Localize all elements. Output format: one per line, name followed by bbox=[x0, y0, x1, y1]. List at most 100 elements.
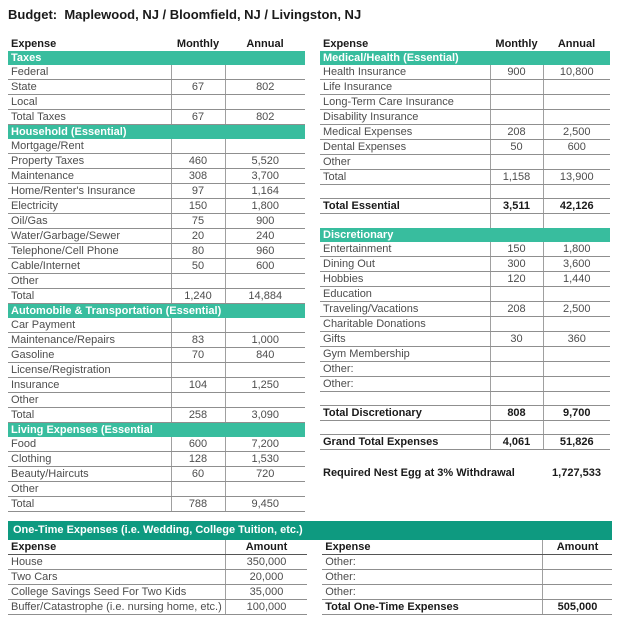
annual-cell[interactable] bbox=[224, 318, 305, 333]
monthly-cell[interactable] bbox=[489, 286, 543, 302]
expense-cell[interactable]: Maintenance bbox=[8, 168, 171, 184]
expense-cell[interactable]: Other: bbox=[322, 569, 543, 585]
expense-cell[interactable]: Other: bbox=[320, 376, 490, 392]
annual-cell[interactable]: 14,884 bbox=[224, 288, 305, 304]
monthly-cell[interactable]: 808 bbox=[489, 405, 543, 421]
monthly-cell[interactable]: 70 bbox=[170, 347, 225, 363]
annual-cell[interactable]: 900 bbox=[224, 213, 305, 229]
monthly-cell[interactable] bbox=[170, 94, 225, 110]
expense-cell[interactable]: Two Cars bbox=[8, 569, 226, 585]
annual-cell[interactable] bbox=[224, 273, 305, 289]
monthly-cell[interactable]: 150 bbox=[489, 241, 543, 257]
monthly-cell[interactable]: 50 bbox=[170, 258, 225, 274]
annual-cell[interactable]: 840 bbox=[224, 347, 305, 363]
annual-cell[interactable]: 802 bbox=[224, 79, 305, 95]
monthly-cell[interactable] bbox=[489, 79, 543, 95]
expense-cell[interactable]: Entertainment bbox=[320, 241, 490, 257]
expense-cell[interactable]: Medical Expenses bbox=[320, 124, 490, 140]
monthly-cell[interactable]: 3,511 bbox=[489, 198, 543, 214]
monthly-cell[interactable]: 788 bbox=[170, 496, 225, 512]
annual-cell[interactable]: 7,200 bbox=[224, 437, 305, 452]
monthly-cell[interactable] bbox=[170, 139, 225, 154]
expense-cell[interactable]: Grand Total Expenses bbox=[320, 434, 490, 450]
expense-cell[interactable]: Disability Insurance bbox=[320, 109, 490, 125]
annual-cell[interactable]: 9,700 bbox=[542, 405, 610, 421]
monthly-cell[interactable]: 83 bbox=[170, 332, 225, 348]
expense-cell[interactable]: Other bbox=[8, 481, 171, 497]
expense-cell[interactable]: License/Registration bbox=[8, 362, 171, 378]
expense-cell[interactable]: Hobbies bbox=[320, 271, 490, 287]
monthly-cell[interactable]: 258 bbox=[170, 407, 225, 423]
annual-cell[interactable]: 1,530 bbox=[224, 451, 305, 467]
expense-cell[interactable]: Water/Garbage/Sewer bbox=[8, 228, 171, 244]
expense-cell[interactable]: House bbox=[8, 554, 226, 570]
monthly-cell[interactable]: 208 bbox=[489, 301, 543, 317]
expense-cell[interactable]: Gifts bbox=[320, 331, 490, 347]
nest-egg-value[interactable]: 1,727,533 bbox=[552, 467, 601, 479]
annual-cell[interactable] bbox=[224, 94, 305, 110]
amount-cell[interactable]: 350,000 bbox=[224, 554, 308, 570]
monthly-cell[interactable]: 67 bbox=[170, 79, 225, 95]
monthly-cell[interactable]: 128 bbox=[170, 451, 225, 467]
expense-cell[interactable]: Maintenance/Repairs bbox=[8, 332, 171, 348]
annual-cell[interactable]: 360 bbox=[542, 331, 610, 347]
expense-cell[interactable]: Gasoline bbox=[8, 347, 171, 363]
monthly-cell[interactable]: 67 bbox=[170, 109, 225, 125]
monthly-cell[interactable]: 900 bbox=[489, 65, 543, 80]
annual-cell[interactable] bbox=[542, 94, 610, 110]
annual-cell[interactable] bbox=[224, 362, 305, 378]
expense-cell[interactable]: Home/Renter's Insurance bbox=[8, 183, 171, 199]
annual-cell[interactable]: 3,090 bbox=[224, 407, 305, 423]
expense-cell[interactable]: Beauty/Haircuts bbox=[8, 466, 171, 482]
amount-cell[interactable] bbox=[541, 569, 613, 585]
expense-cell[interactable]: Other bbox=[8, 392, 171, 408]
monthly-cell[interactable]: 20 bbox=[170, 228, 225, 244]
expense-cell[interactable]: Total One-Time Expenses bbox=[322, 599, 543, 615]
expense-cell[interactable]: Other: bbox=[322, 584, 543, 600]
monthly-cell[interactable] bbox=[170, 65, 225, 80]
annual-cell[interactable] bbox=[542, 286, 610, 302]
annual-cell[interactable]: 3,700 bbox=[224, 168, 305, 184]
annual-cell[interactable]: 13,900 bbox=[542, 169, 610, 185]
monthly-cell[interactable]: 104 bbox=[170, 377, 225, 393]
expense-cell[interactable]: Gym Membership bbox=[320, 346, 490, 362]
expense-cell[interactable]: Dental Expenses bbox=[320, 139, 490, 155]
annual-cell[interactable]: 2,500 bbox=[542, 301, 610, 317]
expense-cell[interactable]: Telephone/Cell Phone bbox=[8, 243, 171, 259]
expense-cell[interactable]: Other: bbox=[322, 554, 543, 570]
monthly-cell[interactable]: 300 bbox=[489, 256, 543, 272]
annual-cell[interactable]: 802 bbox=[224, 109, 305, 125]
annual-cell[interactable]: 960 bbox=[224, 243, 305, 259]
annual-cell[interactable]: 1,800 bbox=[542, 241, 610, 257]
expense-cell[interactable]: Charitable Donations bbox=[320, 316, 490, 332]
monthly-cell[interactable]: 50 bbox=[489, 139, 543, 155]
expense-cell[interactable]: Total bbox=[8, 496, 171, 512]
annual-cell[interactable]: 1,800 bbox=[224, 198, 305, 214]
amount-cell[interactable]: 35,000 bbox=[224, 584, 308, 600]
annual-cell[interactable]: 600 bbox=[224, 258, 305, 274]
expense-cell[interactable]: Local bbox=[8, 94, 171, 110]
monthly-cell[interactable]: 208 bbox=[489, 124, 543, 140]
annual-cell[interactable] bbox=[224, 392, 305, 408]
monthly-cell[interactable] bbox=[489, 361, 543, 377]
expense-cell[interactable]: Insurance bbox=[8, 377, 171, 393]
expense-cell[interactable]: Electricity bbox=[8, 198, 171, 214]
amount-cell[interactable]: 505,000 bbox=[541, 599, 613, 615]
annual-cell[interactable] bbox=[542, 79, 610, 95]
monthly-cell[interactable] bbox=[170, 481, 225, 497]
expense-cell[interactable]: Other bbox=[320, 154, 490, 170]
annual-cell[interactable]: 720 bbox=[224, 466, 305, 482]
monthly-cell[interactable] bbox=[489, 154, 543, 170]
monthly-cell[interactable]: 75 bbox=[170, 213, 225, 229]
monthly-cell[interactable]: 1,240 bbox=[170, 288, 225, 304]
expense-cell[interactable]: Mortgage/Rent bbox=[8, 139, 171, 154]
annual-cell[interactable] bbox=[542, 109, 610, 125]
expense-cell[interactable]: Life Insurance bbox=[320, 79, 490, 95]
monthly-cell[interactable] bbox=[489, 109, 543, 125]
monthly-cell[interactable] bbox=[170, 362, 225, 378]
expense-cell[interactable]: Other: bbox=[320, 361, 490, 377]
monthly-cell[interactable] bbox=[170, 392, 225, 408]
expense-cell[interactable]: Oil/Gas bbox=[8, 213, 171, 229]
annual-cell[interactable] bbox=[542, 361, 610, 377]
expense-cell[interactable]: State bbox=[8, 79, 171, 95]
